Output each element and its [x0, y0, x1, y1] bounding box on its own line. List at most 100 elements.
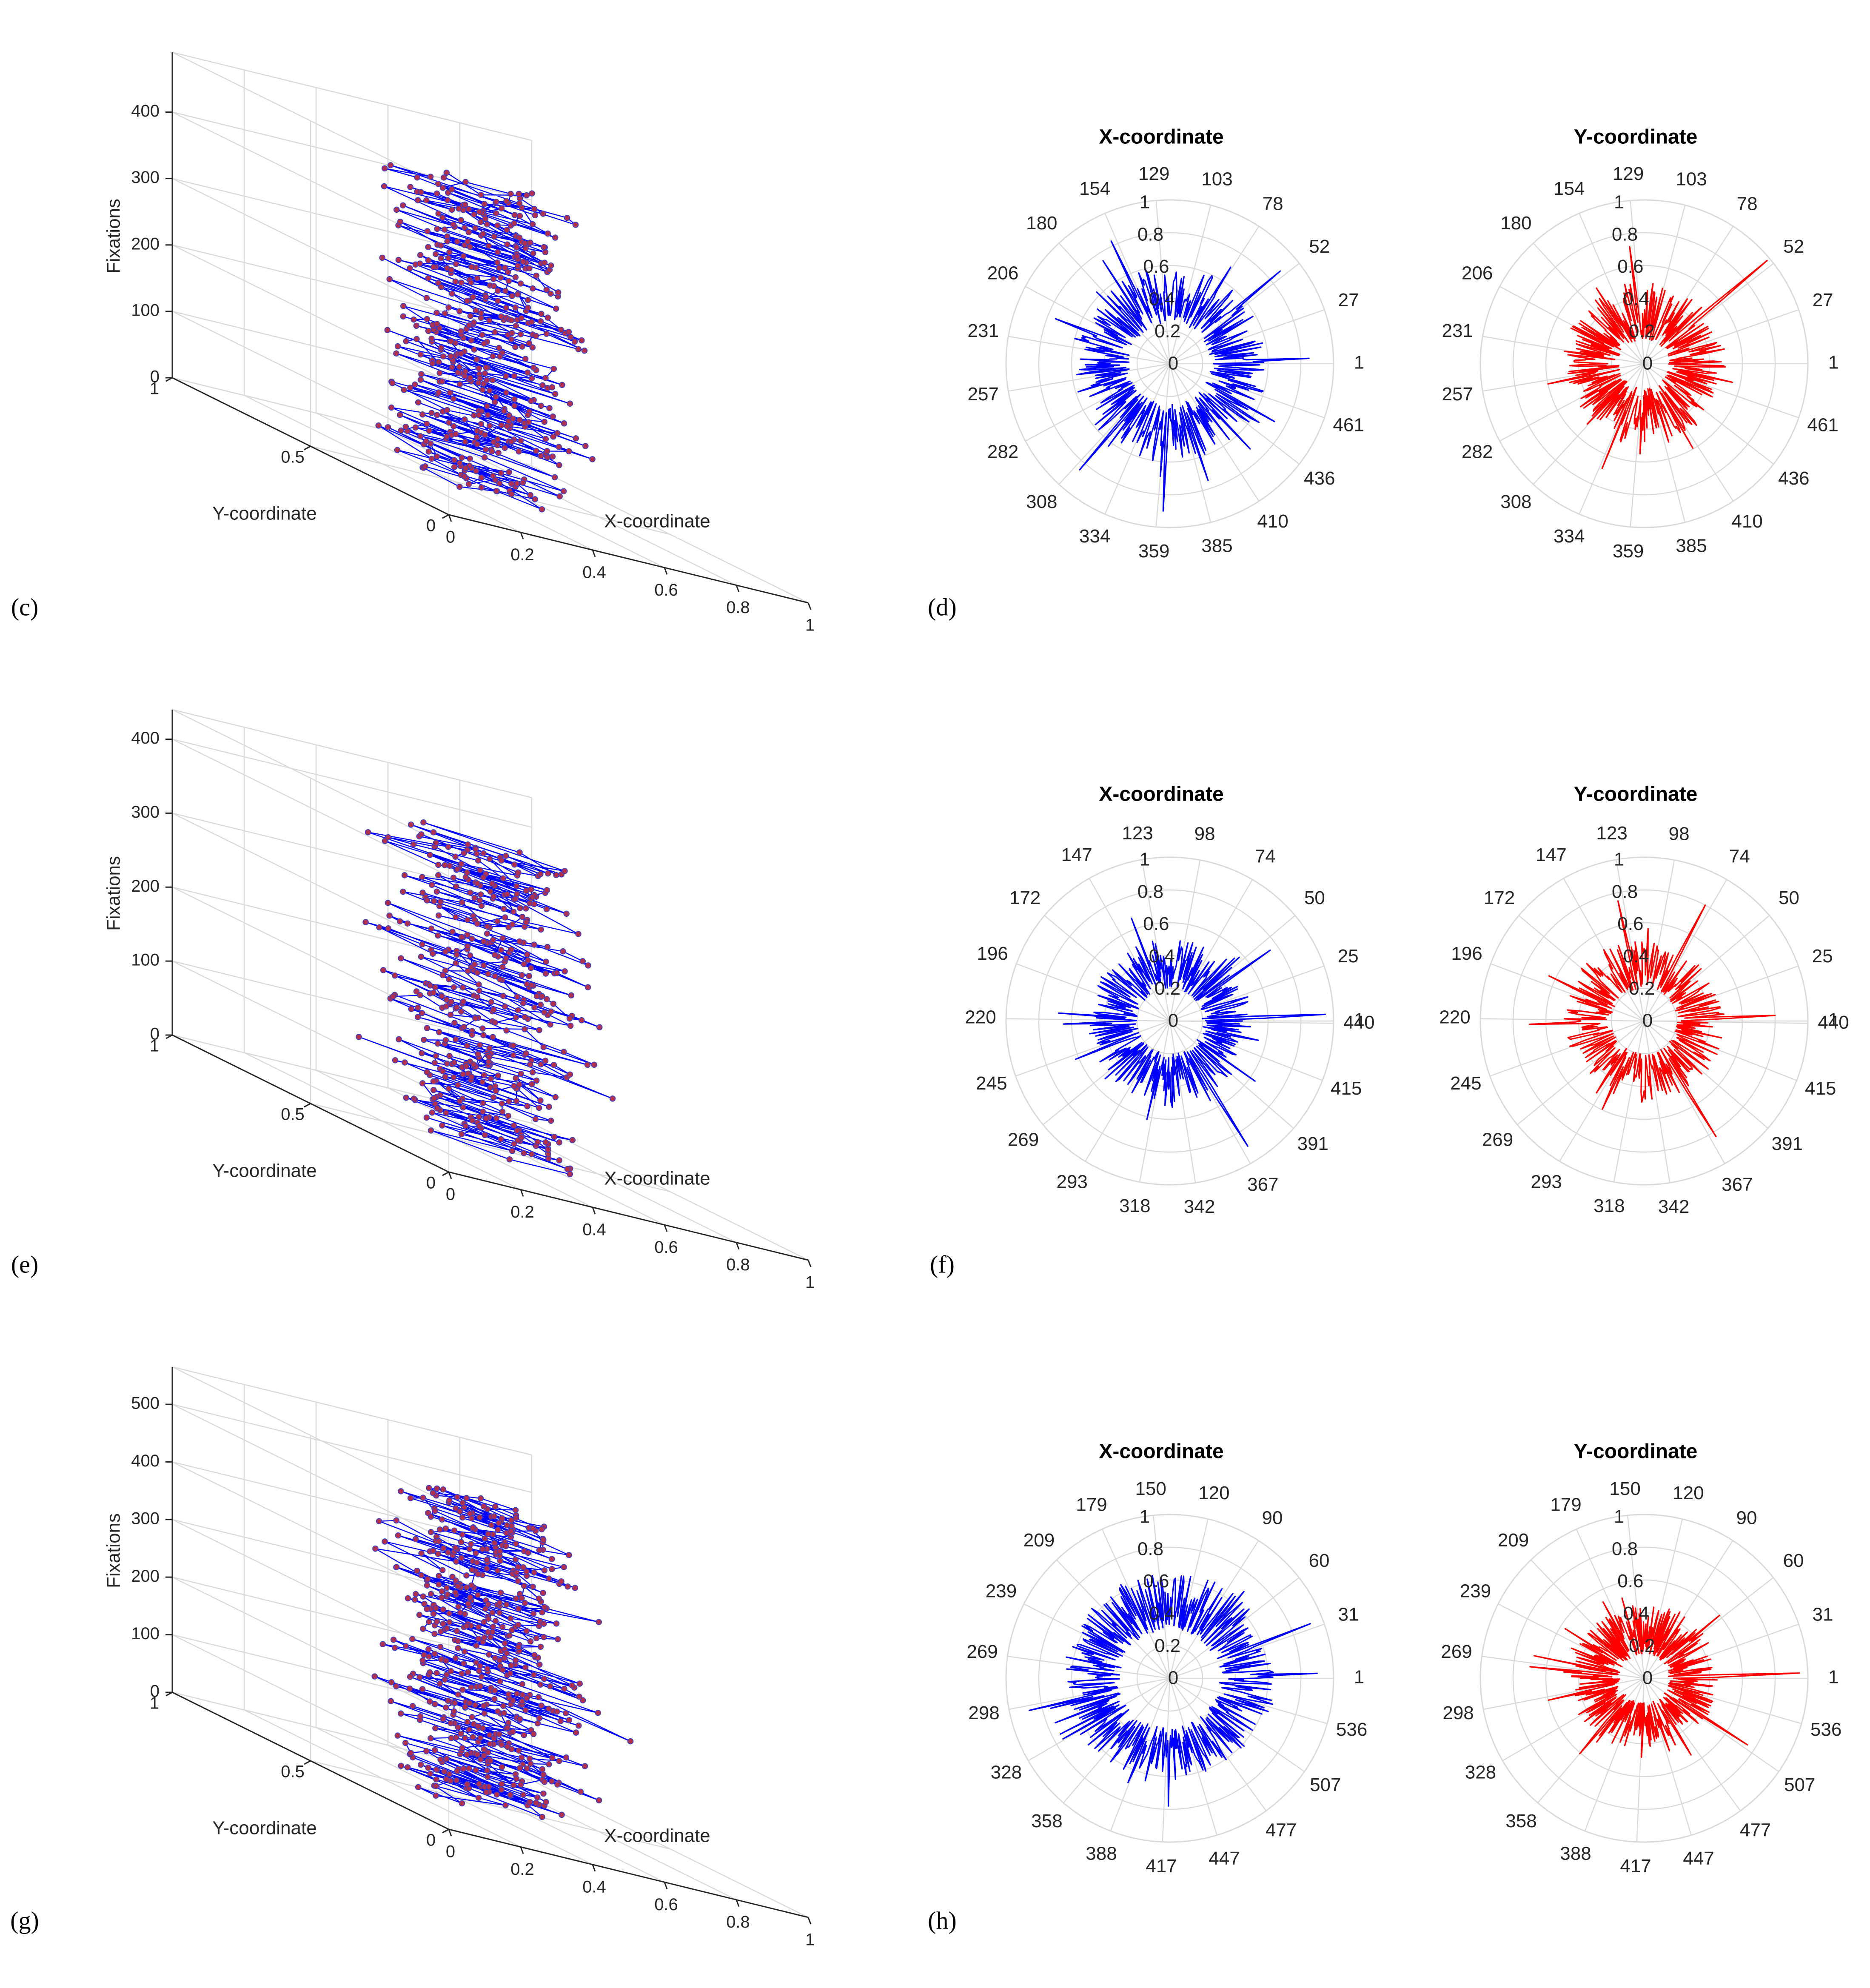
- fixation-point: [519, 1698, 525, 1705]
- polar-spoke: [1169, 1021, 1196, 1183]
- fixation-point: [536, 1104, 542, 1111]
- fixation-point: [422, 463, 428, 470]
- fixation-point: [442, 1073, 449, 1080]
- fixation-point: [523, 905, 529, 912]
- fixation-point: [504, 1743, 511, 1750]
- fixation-point: [398, 427, 404, 434]
- fixation-point: [517, 437, 524, 444]
- fixation-point: [454, 866, 461, 873]
- theta-tick-label: 78: [1737, 193, 1758, 214]
- fixation-point: [543, 286, 550, 293]
- fixation-point: [458, 861, 465, 867]
- fixation-point: [424, 316, 430, 322]
- fixation-point: [460, 1660, 467, 1667]
- fixation-point: [483, 364, 489, 371]
- theta-tick-label: 342: [1658, 1196, 1689, 1217]
- theta-tick-label: 318: [1119, 1195, 1150, 1216]
- fixation-point: [513, 1775, 520, 1782]
- fixation-point: [558, 326, 564, 333]
- fixation-point: [522, 1026, 528, 1033]
- polar-spoke: [1058, 363, 1170, 485]
- polar-spoke: [1643, 860, 1675, 1021]
- y-axis-label: Y-coordinate: [212, 503, 316, 524]
- fixation-point: [396, 918, 403, 925]
- fixation-point: [436, 1573, 442, 1579]
- fixation-point: [480, 1100, 486, 1107]
- fixation-point: [471, 961, 478, 968]
- theta-tick-label: 220: [965, 1007, 996, 1027]
- fixation-point: [459, 454, 465, 461]
- fixation-point: [442, 967, 449, 974]
- fixation-point: [446, 1497, 453, 1504]
- theta-tick-label: 367: [1722, 1174, 1753, 1195]
- r-tick-label: 1: [1140, 849, 1150, 870]
- fixation-point: [527, 492, 534, 498]
- fixation-point: [481, 454, 488, 461]
- fixation-point: [499, 1515, 505, 1522]
- fixation-point: [515, 262, 521, 269]
- fixation-point: [443, 1756, 450, 1762]
- fixation-point: [425, 1764, 431, 1771]
- theta-tick-label: 1: [1828, 352, 1839, 373]
- fixation-point: [536, 1547, 543, 1553]
- fixation-point: [453, 1577, 459, 1584]
- fixation-point: [467, 243, 473, 250]
- fixation-point: [477, 219, 484, 225]
- fixation-point: [412, 381, 418, 388]
- theta-tick-label: 298: [1442, 1703, 1474, 1723]
- fixation-point: [551, 474, 558, 481]
- fixation-point: [502, 288, 509, 294]
- theta-tick-label: 172: [1009, 887, 1040, 908]
- theta-tick-label: 391: [1772, 1133, 1803, 1154]
- fixation-point: [510, 1122, 517, 1129]
- fixation-point: [461, 473, 468, 480]
- fixation-point: [518, 314, 525, 321]
- fixation-point: [482, 446, 489, 453]
- fixation-point: [396, 1036, 402, 1043]
- polar-spoke: [1482, 1656, 1645, 1679]
- fixation-point: [442, 862, 448, 868]
- fixation-point: [476, 1781, 482, 1787]
- fixation-point: [490, 1623, 496, 1630]
- fixation-point: [567, 1022, 574, 1029]
- fixation-point: [548, 1556, 555, 1562]
- fixation-point: [539, 1814, 545, 1820]
- theta-tick-label: 1: [1354, 1667, 1364, 1688]
- fixation-point: [486, 1732, 493, 1738]
- fixation-point: [501, 905, 507, 912]
- fixation-point: [480, 231, 486, 237]
- fixation-point: [450, 874, 457, 881]
- theta-tick-label: 461: [1807, 414, 1838, 435]
- fixation-point: [391, 1645, 398, 1651]
- fixation-point: [521, 1732, 527, 1738]
- fixation-point: [421, 1036, 427, 1043]
- theta-tick-label: 60: [1783, 1550, 1804, 1571]
- fixation-point: [474, 880, 481, 887]
- theta-tick-label: 282: [987, 442, 1018, 462]
- fixation-point: [451, 1527, 458, 1534]
- theta-tick-label: 1: [1828, 1010, 1839, 1030]
- fixation-point: [463, 1572, 470, 1579]
- fixation-point: [498, 1136, 504, 1143]
- fixation-point: [429, 1109, 436, 1116]
- fixation-point: [564, 214, 570, 221]
- polar-spoke: [1008, 363, 1170, 392]
- fixation-point: [376, 924, 382, 930]
- fixation-point: [416, 260, 423, 267]
- fixation-point: [466, 1700, 473, 1706]
- fixation-point: [497, 1678, 503, 1685]
- fixation-point: [510, 908, 517, 915]
- polar-trace: [1529, 1597, 1801, 1758]
- fixation-point: [627, 1738, 634, 1745]
- fixation-point: [439, 378, 445, 385]
- polar-spoke: [1162, 1678, 1171, 1842]
- fixation-point: [419, 890, 426, 896]
- fixation-point: [502, 373, 509, 379]
- fixation-point: [430, 1087, 437, 1093]
- fixation-point: [437, 1643, 444, 1650]
- theta-tick-label: 293: [1531, 1172, 1562, 1192]
- fixation-point: [375, 422, 382, 429]
- theta-tick-label: 147: [1061, 844, 1092, 865]
- fixation-point: [448, 1720, 454, 1726]
